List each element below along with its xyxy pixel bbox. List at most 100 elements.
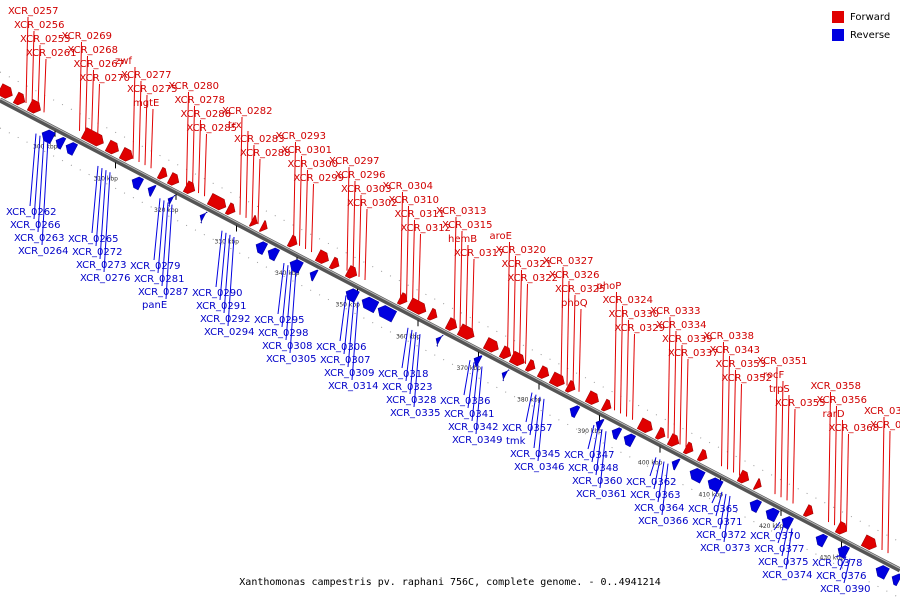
reverse-gene-label: XCR_0371 xyxy=(692,517,743,528)
tick-label: 430 kbp xyxy=(820,554,845,561)
forward-gene-label: XCR_0356 xyxy=(817,395,868,406)
forward-gene-label: XCR_0320 xyxy=(496,245,547,256)
forward-gene-label: XCR_0269 xyxy=(62,31,113,42)
forward-label-leader xyxy=(881,416,885,551)
reverse-label-leader xyxy=(653,459,661,490)
forward-label-leader xyxy=(471,258,475,336)
reverse-label-leader xyxy=(285,267,293,341)
reverse-gene-label: XCR_0345 xyxy=(510,449,561,460)
reverse-gene-arrow xyxy=(765,507,780,523)
reverse-gene-label: XCR_0272 xyxy=(72,247,123,258)
forward-gene-label: XCR_0296 xyxy=(335,170,386,181)
forward-gene-label: XCR_0339 xyxy=(662,334,713,345)
reverse-gene-arrow xyxy=(501,369,510,382)
reverse-label-leader xyxy=(405,329,413,382)
reverse-swatch xyxy=(832,29,844,41)
forward-label-leader xyxy=(459,230,463,330)
forward-gene-arrow xyxy=(396,292,408,305)
forward-label-leader xyxy=(572,294,576,389)
forward-gene-arrow xyxy=(752,478,762,490)
forward-gene-label: XCR_0278 xyxy=(175,95,226,106)
reverse-gene-label: XCR_0370 xyxy=(750,531,801,542)
reverse-label-leader xyxy=(591,426,599,463)
forward-gene-label: XCR_0282 xyxy=(222,106,273,117)
reverse-gene-label: XCR_0390 xyxy=(820,584,871,595)
reverse-gene-arrow xyxy=(65,142,78,156)
reverse-label-leader xyxy=(351,301,359,381)
reverse-label-leader xyxy=(33,135,41,220)
reverse-label-leader xyxy=(165,204,173,300)
forward-label-leader xyxy=(346,166,350,271)
forward-gene-label: phoP xyxy=(597,281,622,292)
forward-gene-label: XCR_0286 xyxy=(181,109,232,120)
forward-gene-label: trpS xyxy=(769,384,790,395)
forward-label-leader xyxy=(887,430,891,554)
reverse-label-leader xyxy=(95,168,103,247)
forward-label-leader xyxy=(513,255,516,358)
forward-label-leader xyxy=(79,41,82,131)
reverse-gene-arrow xyxy=(689,468,706,484)
tick-label: 390 kbp xyxy=(578,428,603,435)
reverse-label-leader xyxy=(595,429,603,476)
tick-label: 360 kbp xyxy=(396,333,421,340)
reverse-gene-arrow xyxy=(435,334,444,347)
reverse-gene-label: XCR_0266 xyxy=(10,220,61,231)
forward-gene-label: zwf xyxy=(115,56,132,67)
forward-label-leader xyxy=(566,280,570,386)
reverse-gene-arrow xyxy=(569,405,581,419)
reverse-gene-arrow xyxy=(361,296,380,314)
legend-label-reverse: Reverse xyxy=(850,29,891,41)
reverse-label-leader xyxy=(347,299,355,368)
forward-gene-label: XCR_0293 xyxy=(276,131,327,142)
forward-gene-arrow xyxy=(696,448,708,462)
forward-gene-label: XCR_0330 xyxy=(609,309,660,320)
reverse-label-leader xyxy=(773,521,781,531)
reverse-label-leader xyxy=(219,232,227,301)
forward-gene-label: XCR_0277 xyxy=(121,70,172,81)
forward-label-leader xyxy=(560,266,564,383)
reverse-gene-label: XCR_0361 xyxy=(576,489,627,500)
forward-label-leader xyxy=(239,116,243,215)
forward-gene-arrow xyxy=(182,180,196,195)
genome-caption: Xanthomonas campestris pv. raphani 756C,… xyxy=(239,577,661,588)
forward-label-leader xyxy=(685,358,689,448)
reverse-gene-label: XCR_0348 xyxy=(568,463,619,474)
forward-label-leader xyxy=(679,344,683,445)
reverse-gene-label: XCR_0264 xyxy=(18,246,69,257)
forward-label-leader xyxy=(733,369,736,473)
forward-label-leader xyxy=(198,119,201,194)
reverse-label-leader xyxy=(471,364,479,422)
reverse-label-leader xyxy=(161,202,169,287)
genome-backbone xyxy=(0,97,900,573)
legend: Forward Reverse xyxy=(832,8,892,44)
forward-gene-arrow xyxy=(860,534,877,550)
forward-gene-arrow xyxy=(536,365,550,379)
forward-gene-arrow xyxy=(344,265,358,279)
forward-gene-label: XCR_0351 xyxy=(757,356,808,367)
reverse-label-leader xyxy=(649,457,657,477)
forward-gene-label: XCR_0310 xyxy=(389,195,440,206)
reverse-label-leader xyxy=(289,269,297,354)
reverse-label-leader xyxy=(41,139,49,246)
forward-gene-arrow xyxy=(286,234,298,248)
reverse-gene-label: XCR_0346 xyxy=(514,462,565,473)
reverse-gene-arrow xyxy=(875,565,890,580)
forward-label-leader xyxy=(192,105,195,190)
forward-gene-arrow xyxy=(314,249,329,264)
forward-gene-label: XCR_0358 xyxy=(811,381,862,392)
reverse-gene-label: XCR_0375 xyxy=(758,557,809,568)
forward-label-leader xyxy=(364,208,368,281)
forward-gene-arrow xyxy=(328,256,340,270)
reverse-gene-arrow xyxy=(41,129,56,145)
forward-label-leader xyxy=(132,66,136,159)
forward-label-leader xyxy=(352,180,356,274)
forward-gene-label: XCR_0355 xyxy=(775,398,826,409)
forward-gene-label: XCR_0268 xyxy=(68,45,119,56)
forward-gene-arrow xyxy=(600,398,612,412)
reverse-gene-label: XCR_0290 xyxy=(192,288,243,299)
forward-gene-label: XCR_0285 xyxy=(187,123,238,134)
tick-label: 320 kbp xyxy=(154,207,179,214)
forward-gene-arrow xyxy=(736,469,750,484)
forward-gene-arrow xyxy=(258,220,268,232)
